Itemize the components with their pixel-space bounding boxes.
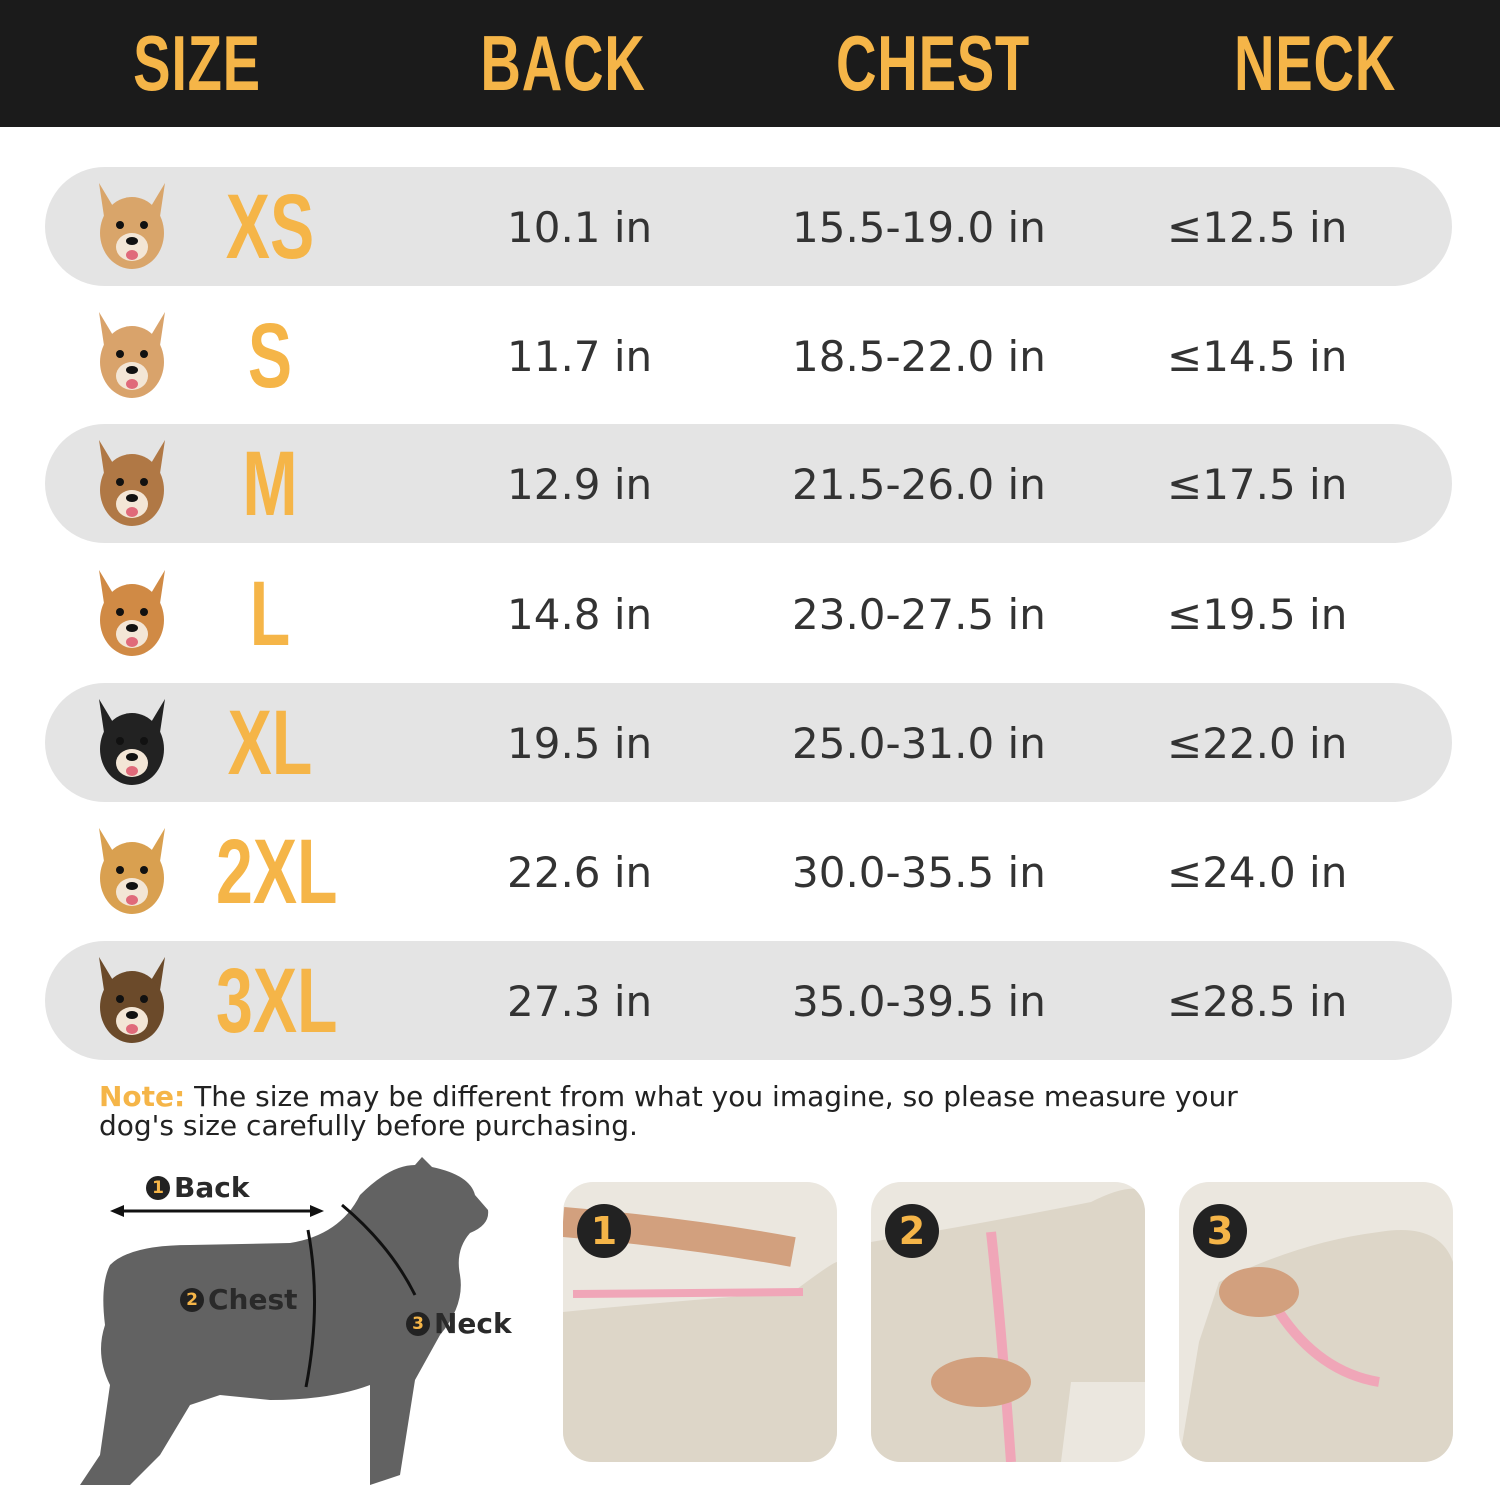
neck-value: ≤19.5 in — [1167, 590, 1348, 639]
dog-face-icon — [99, 570, 165, 656]
photo-measure-neck: 3 — [1179, 1182, 1453, 1462]
note-text: The size may be different from what you … — [99, 1080, 1238, 1142]
header-chest: CHEST — [836, 19, 1030, 107]
size-row-2xl: 2XL 22.6 in 30.0-35.5 in ≤24.0 in — [45, 812, 1452, 931]
neck-value: ≤14.5 in — [1167, 332, 1348, 381]
neck-value: ≤22.0 in — [1167, 719, 1348, 768]
chest-value: 25.0-31.0 in — [792, 719, 1046, 768]
neck-value: ≤12.5 in — [1167, 203, 1348, 252]
size-label: XL — [227, 692, 313, 794]
size-label: L — [249, 563, 291, 665]
chest-value: 23.0-27.5 in — [792, 590, 1046, 639]
size-label: M — [242, 433, 298, 535]
chest-label: 2 Chest — [180, 1283, 298, 1316]
header-back: BACK — [480, 19, 646, 107]
back-value: 22.6 in — [507, 848, 653, 897]
photo-measure-back: 1 — [563, 1182, 837, 1462]
measurement-diagram: 1 Back 2 Chest 3 Neck — [70, 1155, 540, 1492]
chest-value: 30.0-35.5 in — [792, 848, 1046, 897]
neck-value: ≤17.5 in — [1167, 460, 1348, 509]
mannequin-image — [871, 1188, 1145, 1462]
size-label: S — [247, 305, 293, 407]
step-badge: 3 — [1193, 1204, 1247, 1258]
dog-face-icon — [99, 183, 165, 269]
size-row-3xl: 3XL 27.3 in 35.0-39.5 in ≤28.5 in — [45, 941, 1452, 1060]
back-value: 14.8 in — [507, 590, 653, 639]
mannequin-image — [1179, 1230, 1453, 1462]
header-size: SIZE — [133, 19, 261, 107]
note: Note: The size may be different from wha… — [99, 1082, 1279, 1140]
size-row-xl: XL 19.5 in 25.0-31.0 in ≤22.0 in — [45, 683, 1452, 802]
back-value: 12.9 in — [507, 460, 653, 509]
neck-value: ≤28.5 in — [1167, 977, 1348, 1026]
dog-face-icon — [99, 828, 165, 914]
chest-value: 15.5-19.0 in — [792, 203, 1046, 252]
neck-value: ≤24.0 in — [1167, 848, 1348, 897]
size-label: 2XL — [216, 821, 338, 923]
neck-text: Neck — [434, 1307, 512, 1340]
dog-face-icon — [99, 699, 165, 785]
note-label: Note: — [99, 1080, 186, 1113]
header-bar: SIZE BACK CHEST NECK — [0, 0, 1500, 127]
size-row-m: M 12.9 in 21.5-26.0 in ≤17.5 in — [45, 424, 1452, 543]
photo-measure-chest: 2 — [871, 1182, 1145, 1462]
dog-silhouette-icon — [80, 1157, 489, 1485]
chest-value: 21.5-26.0 in — [792, 460, 1046, 509]
neck-label: 3 Neck — [406, 1307, 512, 1340]
header-neck: NECK — [1233, 19, 1396, 107]
chest-text: Chest — [208, 1283, 298, 1316]
back-number: 1 — [146, 1175, 170, 1200]
chest-value: 35.0-39.5 in — [792, 977, 1046, 1026]
size-row-l: L 14.8 in 23.0-27.5 in ≤19.5 in — [45, 554, 1452, 673]
back-value: 27.3 in — [507, 977, 653, 1026]
step-badge: 1 — [577, 1204, 631, 1258]
size-label: 3XL — [216, 950, 338, 1052]
back-value: 19.5 in — [507, 719, 653, 768]
back-value: 10.1 in — [507, 203, 653, 252]
chest-number: 2 — [180, 1287, 204, 1312]
chest-value: 18.5-22.0 in — [792, 332, 1046, 381]
size-label: XS — [225, 176, 315, 278]
dog-face-icon — [99, 312, 165, 398]
dog-face-icon — [99, 440, 165, 526]
back-text: Back — [174, 1171, 250, 1204]
size-row-s: S 11.7 in 18.5-22.0 in ≤14.5 in — [45, 296, 1452, 415]
dog-face-icon — [99, 957, 165, 1043]
neck-number: 3 — [406, 1311, 430, 1336]
back-label: 1 Back — [146, 1171, 249, 1204]
size-row-xs: XS 10.1 in 15.5-19.0 in ≤12.5 in — [45, 167, 1452, 286]
back-value: 11.7 in — [507, 332, 653, 381]
step-badge: 2 — [885, 1204, 939, 1258]
